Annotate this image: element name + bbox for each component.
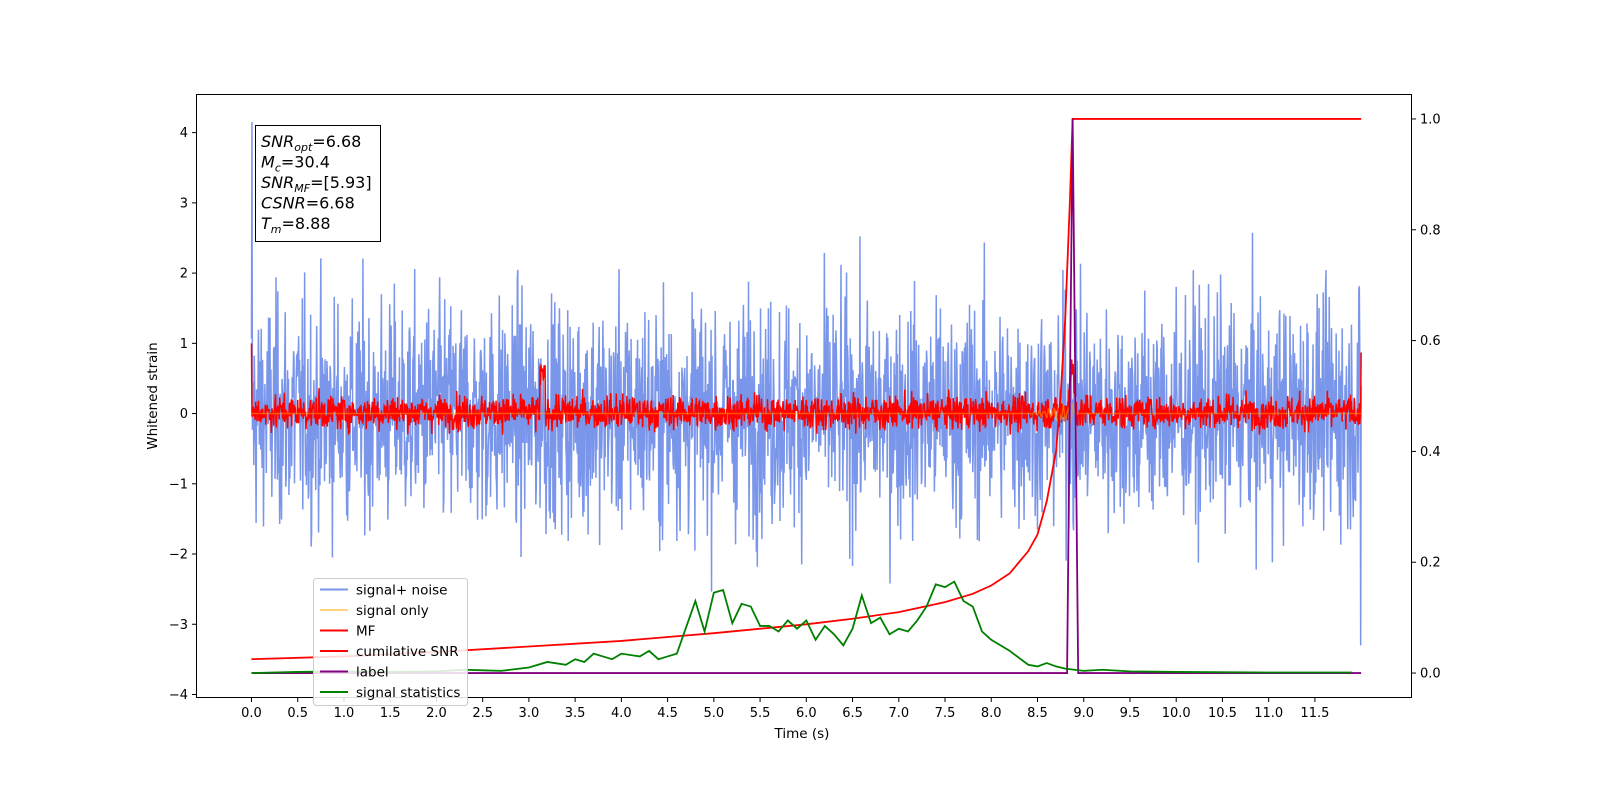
x-tick-label: 1.5 — [380, 706, 401, 721]
y-right-tick-label: 0.6 — [1420, 334, 1441, 349]
y-left-tick-label: −4 — [169, 688, 188, 703]
x-tick-label: 11.5 — [1300, 706, 1329, 721]
info-box-line: CSNR=6.68 — [261, 194, 355, 213]
series-mf-line — [250, 343, 1362, 435]
x-tick-label: 0.5 — [287, 706, 308, 721]
x-tick-label: 2.5 — [472, 706, 493, 721]
legend-label: MF — [356, 624, 375, 640]
legend-label: label — [356, 665, 389, 681]
x-tick-label: 2.0 — [426, 706, 447, 721]
x-tick-label: 4.0 — [611, 706, 632, 721]
y-right-tick-label: 0.4 — [1420, 445, 1441, 460]
y-left-tick-label: 3 — [180, 196, 188, 211]
x-tick-label: 8.5 — [1027, 706, 1048, 721]
x-tick-label: 3.0 — [519, 706, 540, 721]
x-tick-label: 9.5 — [1120, 706, 1141, 721]
y-right-tick-label: 0.8 — [1420, 223, 1441, 238]
info-box-line: Tm=8.88 — [261, 214, 331, 236]
y-left-tick-label: 4 — [180, 126, 188, 141]
x-tick-label: 6.0 — [796, 706, 817, 721]
x-tick-label: 4.5 — [657, 706, 678, 721]
x-tick-label: 1.0 — [334, 706, 355, 721]
y-left-tick-label: 1 — [180, 337, 188, 352]
y-axis-title: Whitened strain — [145, 342, 161, 449]
info-box: SNRopt=6.68Mc=30.4SNRMF=[5.93]CSNR=6.68T… — [255, 125, 381, 242]
info-box-line: SNRMF=[5.93] — [261, 173, 372, 195]
legend-label: signal statistics — [356, 685, 460, 701]
legend-label: cumilative SNR — [356, 644, 459, 660]
y-left-tick-label: −1 — [169, 477, 188, 492]
ticks-layer: 0.0 0.5 1.0 1.5 2.0 2.5 3.0 3.5 4.0 4.5 5.0 5.5 6.0 6… — [169, 112, 1441, 721]
x-tick-label: 6.5 — [842, 706, 863, 721]
x-tick-label: 10.0 — [1162, 706, 1191, 721]
x-tick-label: 7.0 — [888, 706, 909, 721]
x-tick-label: 7.5 — [935, 706, 956, 721]
y-left-tick-label: 2 — [180, 267, 188, 282]
x-tick-label: 5.5 — [750, 706, 771, 721]
x-tick-label: 5.0 — [703, 706, 724, 721]
series-signal-noise-line — [250, 122, 1362, 646]
info-box-line: Mc=30.4 — [261, 153, 330, 175]
x-axis-title: Time (s) — [774, 726, 830, 742]
y-left-tick-label: −3 — [169, 618, 188, 633]
y-left-tick-label: 0 — [180, 407, 188, 422]
legend-frame — [313, 578, 468, 706]
series-signal-statistics-line — [251, 580, 1352, 674]
x-tick-label: 8.0 — [981, 706, 1002, 721]
legend-label: signal only — [356, 603, 429, 619]
info-box-frame — [255, 125, 381, 242]
x-tick-label: 0.0 — [241, 706, 262, 721]
series-layer — [250, 118, 1362, 674]
x-tick-label: 9.0 — [1073, 706, 1094, 721]
y-right-tick-label: 1.0 — [1420, 112, 1441, 127]
y-right-tick-label: 0.0 — [1420, 667, 1441, 682]
y-left-tick-label: −2 — [169, 548, 188, 563]
info-box-line: SNRopt=6.68 — [261, 132, 361, 154]
x-tick-label: 10.5 — [1208, 706, 1237, 721]
y-right-tick-label: 0.2 — [1420, 556, 1441, 571]
x-tick-label: 3.5 — [565, 706, 586, 721]
legend: signal+ noise signal only MF cumilative SNR… — [313, 578, 468, 706]
series-label-line — [251, 118, 1362, 674]
series-signal-only-line — [251, 402, 1362, 425]
legend-label: signal+ noise — [356, 583, 447, 599]
x-tick-label: 11.0 — [1254, 706, 1283, 721]
plot-area-frame — [196, 94, 1412, 698]
